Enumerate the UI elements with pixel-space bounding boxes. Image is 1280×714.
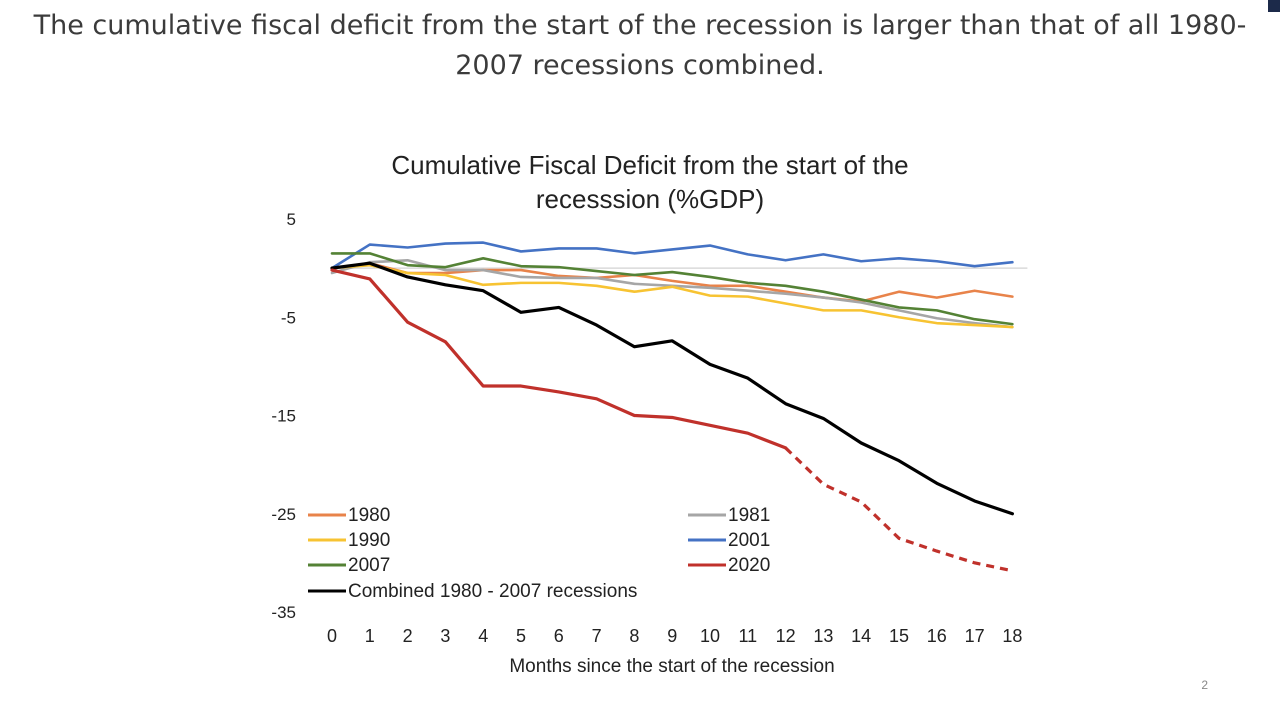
series-line-2007 — [330, 252, 1014, 326]
series-line-2020-projected — [784, 446, 1013, 573]
x-tick-label: 12 — [776, 626, 796, 646]
legend-label: 2007 — [348, 555, 390, 576]
x-tick-label: 9 — [667, 626, 677, 646]
corner-marker — [1268, 0, 1280, 12]
x-axis-label: Months since the start of the recession — [509, 656, 834, 677]
x-tick-label: 18 — [1002, 626, 1022, 646]
legend-label: 2020 — [728, 555, 770, 576]
x-tick-label: 14 — [851, 626, 871, 646]
x-tick-label: 13 — [813, 626, 833, 646]
legend-label: 1980 — [348, 505, 390, 526]
x-tick-label: 16 — [927, 626, 947, 646]
chart-title: Cumulative Fiscal Deficit from the start… — [391, 150, 909, 214]
legend-label: Combined 1980 - 2007 recessions — [348, 581, 637, 602]
legend-label: 2001 — [728, 530, 770, 551]
x-tick-label: 17 — [965, 626, 985, 646]
y-tick-label: -25 — [271, 505, 296, 524]
series-line-2001 — [330, 241, 1014, 270]
legend-label: 1981 — [728, 505, 770, 526]
y-tick-label: -15 — [271, 407, 296, 426]
x-tick-label: 10 — [700, 626, 720, 646]
x-tick-label: 6 — [554, 626, 564, 646]
page-number: 2 — [1201, 678, 1208, 692]
y-tick-label: -5 — [281, 308, 296, 327]
x-tick-label: 7 — [592, 626, 602, 646]
axis-layer: 5-5-15-25-350 1 2 3 4 5 6 7 8 9 10 11 12 13 14 15 16 17 18 — [271, 210, 1028, 646]
series-line-1980 — [330, 261, 1014, 303]
series-lines-layer — [330, 241, 1015, 573]
series-line-combined — [330, 261, 1015, 516]
slide-title: The cumulative fiscal deficit from the s… — [33, 10, 1247, 81]
x-tick-label: 11 — [738, 626, 757, 646]
x-tick-label: 0 — [327, 626, 337, 646]
x-tick-label: 1 — [365, 626, 375, 646]
x-tick-label: 15 — [889, 626, 909, 646]
series-line-1990 — [330, 263, 1014, 329]
x-tick-label: 5 — [516, 626, 526, 646]
x-tick-label: 3 — [440, 626, 450, 646]
legend-label: 1990 — [348, 530, 390, 551]
x-tick-label: 2 — [403, 626, 413, 646]
x-tick-label: 8 — [629, 626, 639, 646]
series-line-2020 — [330, 268, 788, 450]
x-tick-label: 4 — [478, 626, 488, 646]
y-tick-label: 5 — [287, 210, 296, 229]
y-tick-label: -35 — [271, 603, 296, 622]
legend: 1980 1981 1990 2001 2007 2020 Combined 1980 - … — [308, 505, 770, 602]
